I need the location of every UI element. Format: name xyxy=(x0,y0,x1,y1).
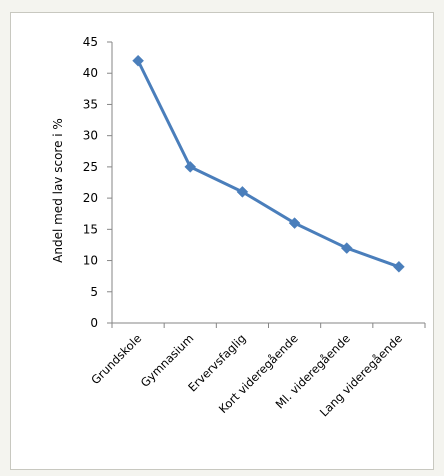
data-point-marker xyxy=(236,186,249,198)
y-tick-label: 30 xyxy=(83,129,98,143)
series-group xyxy=(132,54,405,273)
chart-frame xyxy=(10,12,434,470)
y-axis-title: Andel med lav score i % xyxy=(51,118,65,263)
y-axis-ticks: 0 5 10 15 20 25 30 35 40 45 xyxy=(83,35,112,330)
chart-axes xyxy=(111,42,426,328)
y-tick-label: 5 xyxy=(90,285,98,299)
data-point-marker xyxy=(132,54,144,67)
y-tick-label: 45 xyxy=(83,35,98,49)
data-point-marker xyxy=(393,260,405,273)
y-tick-label: 35 xyxy=(83,97,98,111)
data-point-marker xyxy=(340,242,353,254)
y-tick-label: 15 xyxy=(83,222,98,236)
data-point-marker xyxy=(184,161,197,173)
series-line xyxy=(136,60,400,269)
x-category-label: Grundskole xyxy=(88,331,144,387)
y-tick-label: 10 xyxy=(83,254,98,268)
y-tick-label: 20 xyxy=(83,191,98,205)
data-point-marker xyxy=(288,217,301,229)
y-tick-label: 25 xyxy=(83,160,98,174)
y-tick-label: 40 xyxy=(83,66,98,80)
y-tick-label: 0 xyxy=(90,316,98,330)
